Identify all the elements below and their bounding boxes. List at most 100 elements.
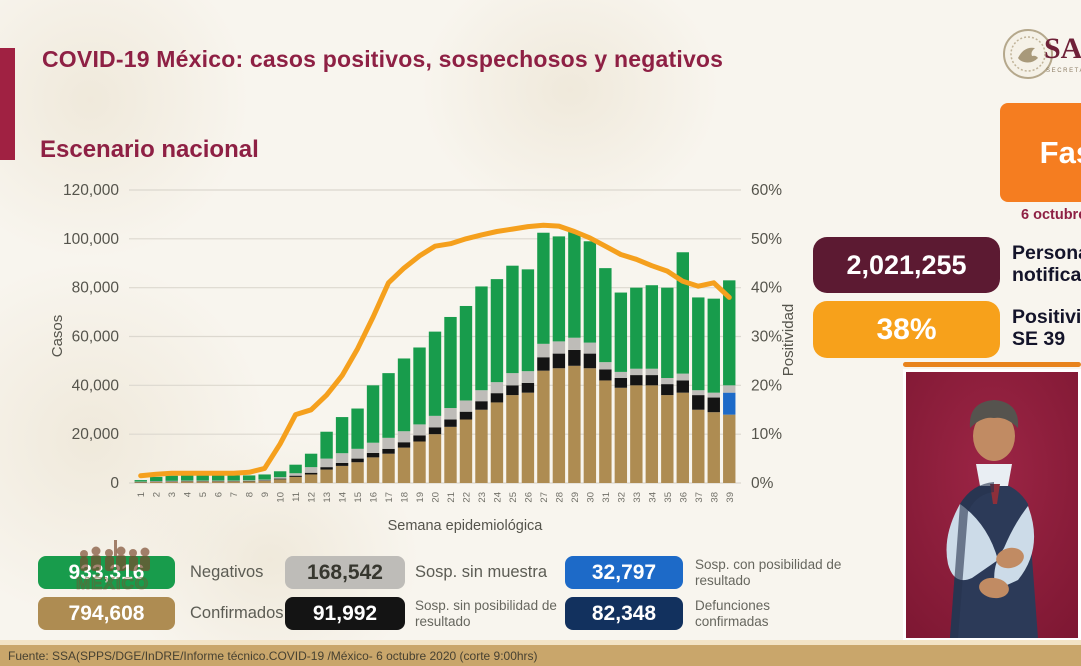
bar-segment [490,393,504,403]
bar-segment [599,268,612,363]
bar-segment [521,392,535,483]
y-right-tick: 40% [751,280,782,297]
x-tick: 10 [276,492,287,503]
y-right-tick: 0% [751,475,774,492]
bar-segment [630,375,643,386]
y-left-tick: 0 [110,475,119,492]
bar-segment [475,401,488,410]
bar-segment [552,236,566,342]
salud-logo: SA SECRETARÍA [1000,26,1081,86]
bar-segment [707,298,720,393]
bar-segment [676,252,689,374]
bar-segment [568,365,581,483]
phase-banner: Fase [1000,103,1081,202]
legend-label-confirmados: Confirmados [190,604,284,622]
bar-segment [506,385,519,396]
bar-segment [335,462,349,466]
bar-segment [614,387,628,483]
bar-segment [289,475,302,477]
page-title: COVID-19 México: casos positivos, sospec… [42,46,724,72]
bar-segment [692,297,705,391]
bar-segment [242,475,256,481]
bar-segment [599,362,612,370]
notified-total-badge: 2,021,255 [813,237,1000,293]
x-tick: 31 [601,492,612,503]
sin-muestra-value: 168,542 [307,560,383,584]
bar-segment [459,400,473,412]
bar-segment [366,442,380,453]
legend-pill-sin-muestra: 168,542 [285,556,405,589]
con-posibilidad-value: 32,797 [591,560,657,584]
bar-segment [475,409,488,483]
x-tick: 12 [307,492,318,503]
bar-segment [320,469,333,483]
bar-segment [692,395,705,410]
bar-segment [335,453,349,463]
bar-segment [304,474,318,483]
bar-segment [273,478,287,480]
bar-segment [707,392,720,398]
bar-segment [413,347,426,425]
bar-segment [382,437,395,449]
bar-segment [211,480,225,482]
bar-segment [196,480,209,482]
y-right-tick: 30% [751,329,782,346]
bar-segment [521,269,535,372]
bar-segment [382,453,395,483]
y-left-tick: 40,000 [72,377,120,394]
bar-segment [211,481,225,483]
x-tick: 15 [353,492,364,503]
bar-segment [614,371,628,379]
bar-segment [723,385,736,393]
x-tick: 8 [245,492,256,497]
bar-segment [428,331,442,416]
x-tick: 28 [554,492,565,503]
y-left-tick: 60,000 [72,329,120,346]
y-right-tick: 20% [751,377,782,394]
bar-segment [428,427,442,435]
bar-segment [397,447,411,483]
bar-segment [413,441,426,483]
x-tick: 17 [384,492,395,503]
x-tick: 35 [663,492,674,503]
bar-segment [521,382,535,393]
bar-segment [150,482,163,483]
bar-segment [413,435,426,442]
bar-segment [583,342,597,354]
bar-segment [428,434,442,483]
bar-segment [289,476,302,483]
bar-segment [537,343,550,358]
bar-segment [258,479,271,481]
bar-segment [258,480,271,483]
bar-segment [692,390,705,396]
bar-segment [366,457,380,483]
source-text: Fuente: SSA(SPPS/DGE/InDRE/Informe técni… [8,648,538,663]
bar-segment [645,285,659,369]
bar-segment [490,279,504,383]
x-tick: 24 [492,492,503,503]
bar-segment [258,474,271,480]
bar-segment [289,464,302,474]
bar-segment [335,417,349,454]
bar-segment [459,419,473,483]
bar-segment [304,472,318,475]
legend-pill-negativos: 933,316 [38,556,175,589]
bar-segment [552,341,566,354]
bar-segment [444,419,457,427]
y-left-tick: 120,000 [63,182,119,199]
bar-segment [304,453,318,468]
bar-segment [382,448,395,454]
bar-segment [181,474,194,481]
y-right-tick: 50% [751,231,782,248]
bar-segment [583,241,597,343]
footer-source-bar: Fuente: SSA(SPPS/DGE/InDRE/Informe técni… [0,645,1081,666]
y-right-tick: 60% [751,182,782,199]
bar-segment [273,479,287,483]
bar-segment [568,231,581,338]
bar-segment [366,385,380,443]
bar-segment [568,337,581,350]
y-right-tick: 10% [751,426,782,443]
confirmados-value: 794,608 [68,601,145,625]
